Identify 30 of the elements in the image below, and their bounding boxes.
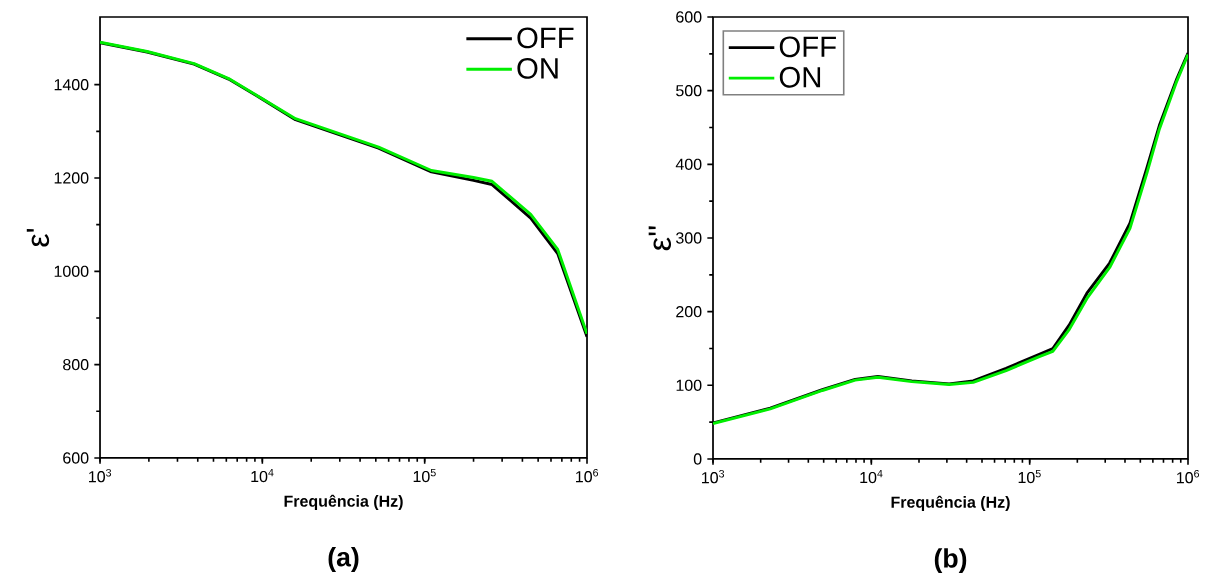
y-tick-label: 100 bbox=[676, 379, 702, 391]
y-tick-label: 200 bbox=[676, 306, 702, 318]
legend-label: OFF bbox=[779, 36, 836, 58]
x-tick-label: 10$^{4}$ bbox=[251, 468, 274, 483]
x-tick-label: 10$^{3}$ bbox=[89, 468, 112, 483]
x-tick-label: 10$^{6}$ bbox=[1177, 469, 1200, 484]
x-tick-label: 10$^{6}$ bbox=[576, 468, 599, 483]
y-tick-label: 400 bbox=[675, 158, 702, 170]
y-tick-label: 600 bbox=[63, 452, 89, 464]
text: (b) bbox=[934, 548, 967, 574]
x-axis-title: Frequência (Hz) bbox=[891, 495, 1010, 511]
y-axis-title: ε'' bbox=[648, 226, 672, 251]
y-axis-title: ε' bbox=[26, 228, 50, 247]
x-axis-title: Frequência (Hz) bbox=[284, 494, 403, 510]
y-tick-label: 600 bbox=[676, 11, 702, 23]
x-tick-label: 10$^{4}$ bbox=[860, 469, 883, 484]
x-tick-label: 10$^{3}$ bbox=[702, 469, 725, 484]
y-tick-label: 1200 bbox=[54, 172, 89, 184]
y-tick-label: 1400 bbox=[54, 79, 89, 91]
x-tick-label: 10$^{5}$ bbox=[1018, 469, 1041, 484]
y-tick-label: 300 bbox=[676, 232, 702, 244]
y-tick-label: 0 bbox=[693, 453, 702, 465]
x-tick-label: 10$^{5}$ bbox=[413, 468, 436, 483]
y-tick-label: 500 bbox=[676, 85, 702, 97]
y-tick-label: 1000 bbox=[54, 265, 89, 277]
legend-label: OFF bbox=[517, 27, 574, 49]
text: (a) bbox=[328, 547, 359, 572]
legend-label: ON bbox=[517, 58, 558, 79]
y-tick-label: 800 bbox=[63, 359, 89, 371]
legend-label: ON bbox=[779, 66, 821, 88]
